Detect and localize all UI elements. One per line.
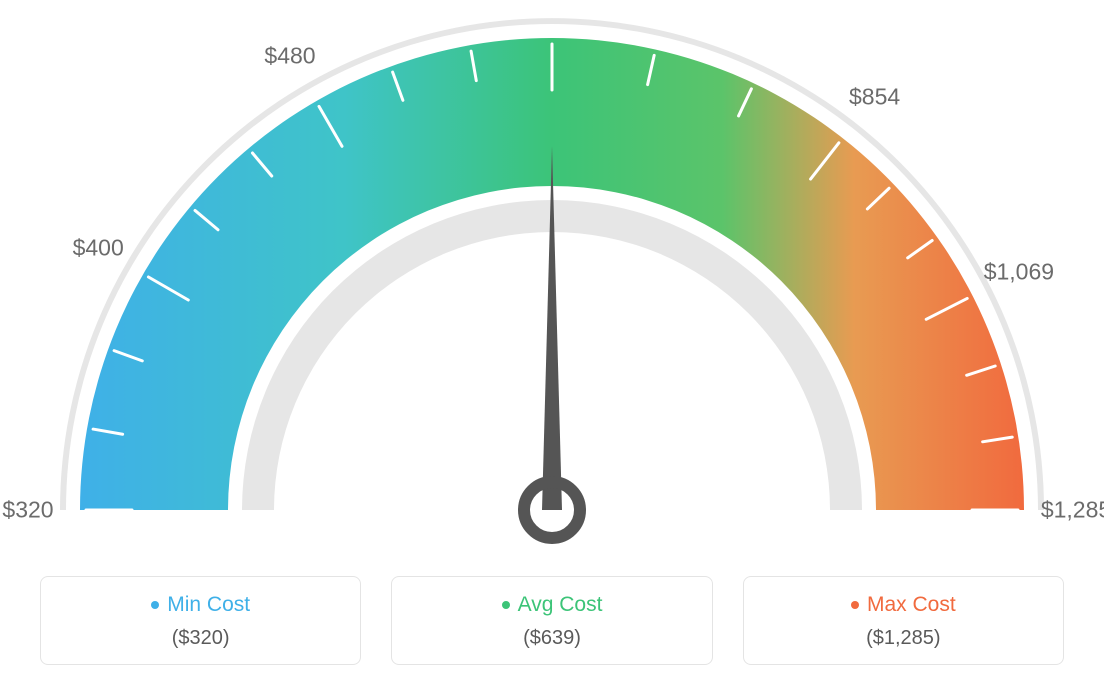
- legend-card-min: Min Cost ($320): [40, 576, 361, 665]
- gauge-tick-label: $854: [849, 84, 900, 111]
- legend-title-min: Min Cost: [167, 593, 250, 617]
- legend-card-max: Max Cost ($1,285): [743, 576, 1064, 665]
- gauge-svg: [0, 0, 1104, 560]
- legend-card-avg: Avg Cost ($639): [391, 576, 712, 665]
- legend-value-max: ($1,285): [754, 627, 1053, 650]
- gauge-tick-label: $1,069: [984, 259, 1054, 286]
- gauge-tick-label: $320: [2, 497, 53, 524]
- legend-dot-min: [151, 601, 159, 609]
- legend-value-min: ($320): [51, 627, 350, 650]
- gauge-tick-label: $480: [264, 43, 315, 70]
- legend-title-avg: Avg Cost: [518, 593, 603, 617]
- legend-dot-avg: [502, 601, 510, 609]
- gauge-tick-label: $1,285: [1041, 497, 1104, 524]
- legend-title-max: Max Cost: [867, 593, 956, 617]
- gauge-tick-label: $400: [73, 235, 124, 262]
- gauge-area: $320$400$480$639$854$1,069$1,285: [0, 0, 1104, 560]
- cost-gauge-infographic: $320$400$480$639$854$1,069$1,285 Min Cos…: [0, 0, 1104, 690]
- legend-row: Min Cost ($320) Avg Cost ($639) Max Cost…: [0, 576, 1104, 665]
- legend-value-avg: ($639): [402, 627, 701, 650]
- legend-dot-max: [851, 601, 859, 609]
